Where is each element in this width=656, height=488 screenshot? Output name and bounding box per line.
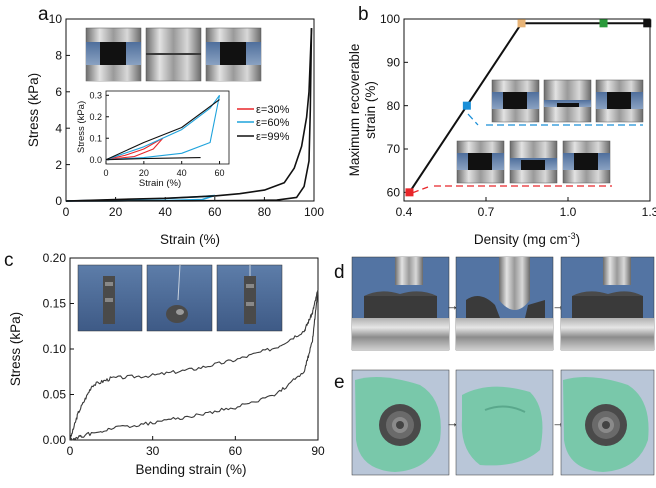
panel-b-point-1 [462, 101, 471, 110]
panel-b-ylabel-line2: strain (%) [363, 81, 378, 139]
panel-b-photo-blue-2 [595, 79, 644, 123]
panel-a-xtick-label-1: 20 [109, 205, 123, 219]
panel-a-ytick-label-0: 0 [55, 194, 62, 208]
panel-a-chart: 0 20 40 60 80 100 0 2 4 6 8 10 Strain (%) Stress (k… [26, 12, 324, 247]
panel-b-ytick-label-0: 60 [387, 186, 401, 200]
panel-a-ylabel: Stress (kPa) [26, 73, 41, 147]
panel-a-inset-xtick-label-3: 60 [215, 168, 225, 178]
panel-b-xtick-label-0: 0.4 [396, 205, 413, 219]
panel-a-inset-series-2-load [105, 99, 220, 161]
panel-a-inset-xlabel: Strain (%) [139, 178, 181, 189]
panel-b-connector-blue-diag [467, 113, 479, 126]
panel-a-inset-series-0-load [105, 137, 164, 161]
panel-a-xtick-label-2: 40 [159, 205, 173, 219]
panel-d-photo-sequence: → → [351, 256, 655, 351]
panel-a-xtick-label-3: 60 [208, 205, 222, 219]
panel-a-series-2-unload [65, 28, 313, 202]
panel-c-ytick-label-1: 0.05 [43, 388, 67, 402]
panel-c-ytick-label-4: 0.20 [43, 251, 67, 265]
panel-a-xtick-label-0: 0 [63, 205, 70, 219]
legend-entry-30: ε=30% [256, 104, 290, 116]
panel-a-inset-ytick-label-0: 0.0 [89, 155, 102, 165]
panel-a-inset-series-1-unload [105, 95, 221, 161]
panel-a-xlabel: Strain (%) [160, 232, 220, 247]
panel-c-photo-bend-1 [146, 264, 213, 332]
panel-a-inset-series-2-unload [105, 157, 201, 161]
panel-b-ytick-label-1: 70 [387, 142, 401, 156]
panel-c-ytick-label-0: 0.00 [43, 433, 67, 447]
panel-a-photo-compression-2 [205, 27, 262, 82]
panel-label-a: a [38, 4, 49, 25]
panel-a-ytick-label-3: 6 [55, 85, 62, 99]
panel-a-ytick-label-4: 8 [55, 49, 62, 63]
panel-a-inset-frame [105, 90, 230, 165]
panel-b-photo-blue-0 [491, 79, 540, 123]
panel-label-b: b [358, 4, 369, 25]
panel-label-e: e [334, 372, 345, 393]
panel-c-ytick-label-3: 0.15 [43, 297, 67, 311]
panel-c-chart: 0 30 60 90 0.00 0.05 0.10 0.15 0.20 Bending stra… [8, 251, 325, 477]
panel-label-d: d [334, 262, 345, 283]
panel-e-photo-0 [351, 369, 450, 476]
panel-b-chart: 0.4 0.7 1.0 1.3 60 70 80 90 100 Density (mg cm-3… [347, 12, 656, 247]
panel-a-inset-series-0-unload [105, 137, 164, 161]
panel-a-inset-ytick-label-2: 0.2 [89, 112, 102, 122]
panel-a-photo-compression-0 [85, 27, 142, 82]
panel-a-inset-ytick-label-1: 0.1 [89, 133, 102, 143]
panel-a-inset-ylabel: Stress (kPa) [76, 101, 87, 153]
panel-c-photo-bend-0 [77, 264, 143, 332]
panel-b-connector-red-diag [411, 186, 429, 194]
panel-b-point-0 [405, 188, 414, 197]
panel-d-photo-1 [455, 256, 554, 351]
panel-b-photo-red-2 [562, 140, 611, 184]
panel-b-point-3 [599, 19, 608, 28]
panel-d-photo-2 [560, 256, 655, 351]
panel-c-xtick-label-0: 0 [67, 444, 74, 458]
panel-a-inset-xtick-label-2: 40 [177, 168, 187, 178]
panel-a-inset-chart: 0 20 40 60 0.0 0.1 0.2 0.3 Strain (%) Stress (k… [76, 90, 230, 189]
panel-label-c: c [4, 250, 14, 271]
panel-a-xtick-label-4: 80 [258, 205, 272, 219]
legend-entry-60: ε=60% [256, 117, 290, 129]
panel-a-series-2-load [65, 28, 313, 202]
panel-c-series-unloading [69, 289, 319, 441]
panel-a-inset-xtick-label-0: 0 [103, 168, 108, 178]
panel-b-plot-frame [403, 18, 651, 202]
panel-b-ylabel-line1: Maximum recoverable [347, 44, 362, 177]
panel-b-xlabel: Density (mg cm-3) [474, 231, 580, 247]
panel-a-xtick-label-5: 100 [304, 205, 324, 219]
panel-c-ytick-label-2: 0.10 [43, 342, 67, 356]
panel-b-xtick-label-2: 1.0 [560, 205, 577, 219]
panel-c-xlabel: Bending strain (%) [135, 462, 246, 477]
panel-c-xtick-label-2: 60 [229, 444, 243, 458]
panel-c-ylabel: Stress (kPa) [8, 312, 23, 386]
panel-c-xtick-label-1: 30 [146, 444, 160, 458]
panel-b-photo-blue-1 [543, 79, 592, 123]
legend-entry-99: ε=99% [256, 131, 290, 143]
panel-c-series-loading [69, 289, 319, 441]
panel-a-inset-xtick-label-1: 20 [139, 168, 149, 178]
panel-e-photo-sequence: → → [351, 369, 655, 476]
panel-e-photo-1 [455, 369, 554, 476]
panel-c-xtick-label-3: 90 [311, 444, 325, 458]
panel-b-xtick-label-3: 1.3 [642, 205, 656, 219]
panel-d-photo-0 [351, 256, 450, 351]
panel-b-xtick-label-1: 0.7 [478, 205, 495, 219]
panel-e-photo-2 [560, 369, 655, 476]
panel-b-ytick-label-3: 90 [387, 56, 401, 70]
panel-b-photo-red-0 [456, 140, 505, 184]
panel-a-ytick-label-1: 2 [55, 158, 62, 172]
panel-a-inset-ytick-label-3: 0.3 [89, 90, 102, 100]
panel-a-legend: ε=30% ε=60% ε=99% [237, 104, 290, 143]
panel-b-ytick-label-2: 80 [387, 99, 401, 113]
panel-b-point-2 [517, 19, 526, 28]
panel-a-ytick-label-2: 4 [55, 121, 62, 135]
panel-b-ytick-label-4: 100 [380, 12, 400, 26]
panel-b-point-4 [643, 19, 652, 28]
panel-c-photo-bend-2 [216, 264, 283, 332]
panel-b-photo-red-1 [509, 140, 558, 184]
panel-a-ytick-label-5: 10 [49, 12, 63, 26]
panel-a-photo-compression-1 [145, 27, 202, 82]
